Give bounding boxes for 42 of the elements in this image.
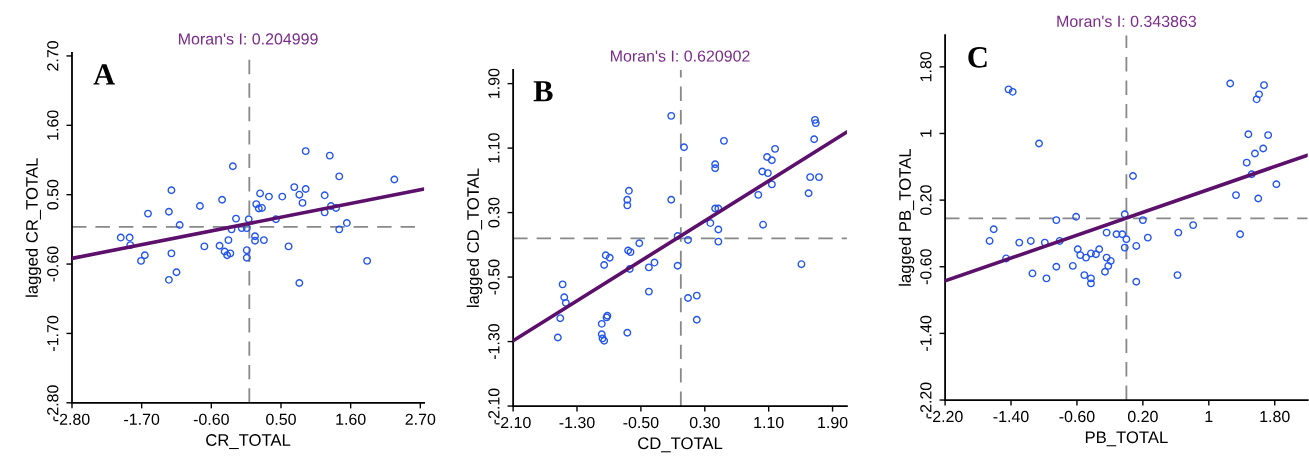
x-tick-label: -1.30 [559, 416, 595, 429]
x-tick-label: -1.70 [124, 413, 160, 425]
x-tick-label: 1.60 [336, 413, 366, 425]
chart-title: Moran's I: 0.204999 [179, 33, 318, 45]
x-tick-label: -0.60 [193, 413, 229, 425]
x-tick-label: 1.10 [754, 416, 784, 429]
y-axis-title: lagged CR_TOTAL [25, 158, 42, 297]
x-axis-title: PB_TOTAL [1085, 431, 1168, 447]
annotation: A [93, 64, 115, 85]
y-tick-label: -1.30 [488, 323, 500, 360]
y-axis-title: lagged CD_TOTAL [466, 168, 483, 307]
y-tick-label: 1.90 [488, 68, 500, 98]
x-tick-label: 0.20 [1127, 410, 1158, 423]
y-tick-label: -0.50 [488, 259, 500, 295]
x-tick-label: 1.90 [818, 416, 848, 429]
annotation: C [968, 47, 987, 68]
y-tick-label: 2.70 [47, 41, 59, 71]
annotation: B [533, 81, 553, 102]
x-tick-label: 1.80 [1260, 410, 1290, 423]
y-tick-label: 0.30 [488, 197, 500, 228]
y-tick-label: 1.80 [920, 51, 932, 82]
y-axis-title: lagged PB_TOTAL [898, 148, 915, 286]
y-tick-label: -1.40 [920, 315, 932, 351]
y-tick-label: 1 [920, 129, 932, 137]
chart-title: Moran's I: 0.620902 [611, 50, 750, 62]
y-tick-label: -0.60 [920, 249, 932, 285]
y-tick-label: -1.70 [47, 315, 59, 351]
y-tick-label: 0.50 [47, 179, 59, 210]
x-axis-title: CD_TOTAL [638, 437, 723, 453]
x-tick-label: 0.50 [266, 413, 296, 425]
x-tick-label: 1 [1205, 411, 1213, 423]
x-tick-label: -0.60 [1059, 410, 1095, 423]
y-tick-label: -0.60 [47, 246, 59, 282]
x-tick-label: -0.50 [623, 416, 659, 429]
x-tick-label: 2.70 [405, 413, 436, 425]
x-axis-title: CR_TOTAL [206, 434, 291, 450]
x-tick-label: 0.30 [689, 416, 720, 429]
y-tick-label: 1.60 [47, 110, 59, 140]
y-tick-label: 0.20 [920, 185, 932, 216]
chart-title: Moran's I: 0.343863 [1057, 15, 1197, 28]
x-tick-label: -1.40 [993, 410, 1029, 423]
y-tick-label: 1.10 [488, 133, 500, 163]
